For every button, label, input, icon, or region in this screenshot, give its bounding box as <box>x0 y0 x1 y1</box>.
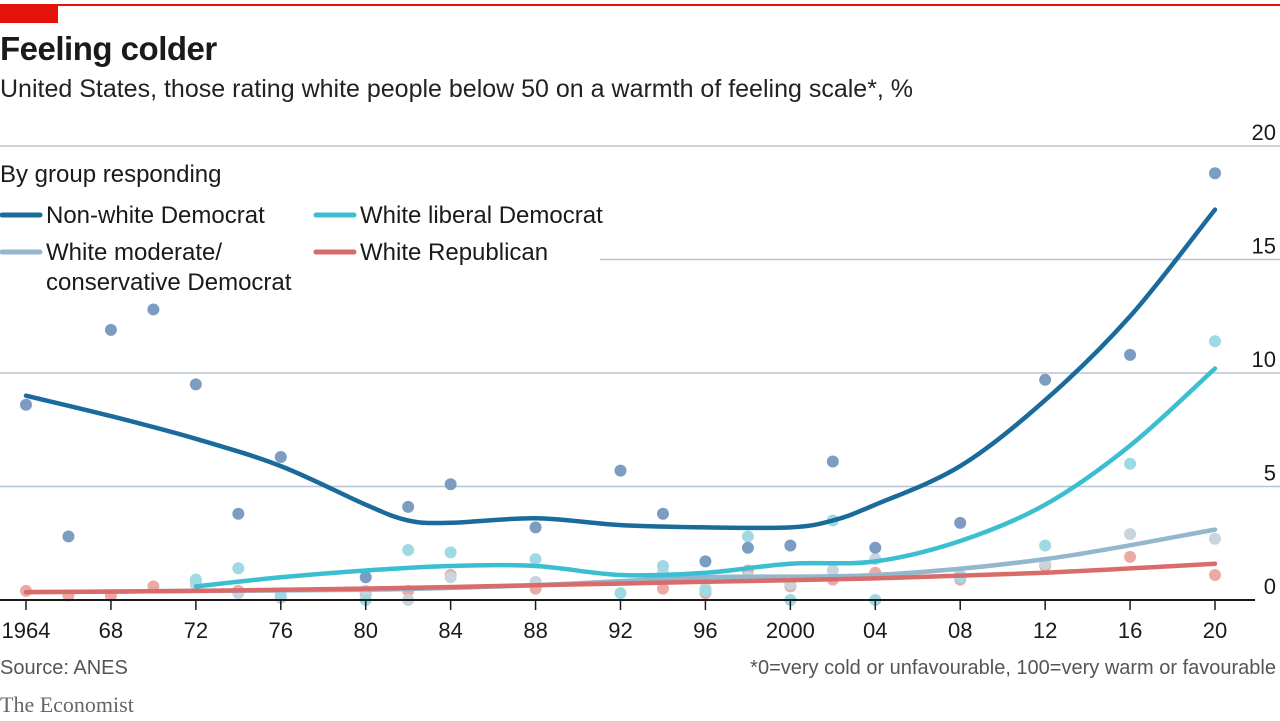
point-0-15 <box>784 539 797 552</box>
trend-line-1 <box>193 366 1218 589</box>
x-tick-label-13: 16 <box>1118 618 1142 643</box>
y-tick-label-15: 15 <box>1252 234 1276 259</box>
point-3-19 <box>1124 550 1137 563</box>
legend-label-2-0: White moderate/ <box>46 239 222 266</box>
x-tick-label-2: 72 <box>184 618 208 643</box>
legend: By group responding Non-white Democrat Whi… <box>0 161 603 296</box>
y-tick-label-0: 0 <box>1264 574 1276 599</box>
chart-subtitle: United States, those rating white people… <box>0 75 914 103</box>
point-0-8 <box>402 500 415 513</box>
x-tick-label-8: 96 <box>693 618 717 643</box>
point-0-7 <box>359 571 372 584</box>
x-tick-label-5: 84 <box>438 618 462 643</box>
x-tick-label-9: 2000 <box>766 618 815 643</box>
top-rule <box>0 4 1280 6</box>
x-tick-label-10: 04 <box>863 618 887 643</box>
point-0-9 <box>444 478 457 491</box>
point-0-13 <box>699 555 712 568</box>
point-1-9 <box>699 584 712 597</box>
point-3-11 <box>656 582 669 595</box>
point-0-4 <box>189 378 202 391</box>
point-1-17 <box>1209 335 1221 348</box>
point-0-10 <box>529 521 542 534</box>
x-tick-label-11: 08 <box>948 618 972 643</box>
x-axis: 1964 68 72 76 80 84 88 92 96 2000 04 08 12 16 20 <box>0 599 1255 643</box>
legend-label-2-1: conservative Democrat <box>46 269 292 296</box>
x-tick-label-1: 68 <box>99 618 123 643</box>
point-0-17 <box>869 541 882 554</box>
point-1-1 <box>232 562 245 575</box>
legend-label-3-0: White Republican <box>360 239 548 266</box>
point-2-16 <box>1209 532 1221 545</box>
x-tick-label-3: 76 <box>269 618 293 643</box>
gridlines <box>0 145 1280 488</box>
point-0-1 <box>62 530 75 543</box>
point-0-20 <box>1124 348 1137 361</box>
point-1-5 <box>444 546 457 559</box>
point-1-6 <box>529 553 542 566</box>
y-axis-ticks: 5 10 15 20 0 <box>1252 120 1276 599</box>
trend-line-0 <box>23 207 1218 531</box>
point-1-15 <box>1039 539 1052 552</box>
point-0-14 <box>741 541 754 554</box>
x-tick-label-0: 1964 <box>2 618 51 643</box>
x-tick-label-4: 80 <box>353 618 377 643</box>
point-3-20 <box>1209 569 1221 582</box>
point-0-16 <box>826 455 839 468</box>
point-0-11 <box>614 464 627 477</box>
point-0-0 <box>20 398 32 411</box>
point-0-21 <box>1209 167 1221 180</box>
point-1-10 <box>741 530 754 543</box>
y-tick-label-20: 20 <box>1252 120 1276 145</box>
x-tick-label-6: 88 <box>523 618 547 643</box>
source-note: Source: ANES <box>0 657 128 679</box>
point-0-19 <box>1039 373 1052 386</box>
trend-lines <box>23 207 1218 595</box>
point-0-3 <box>147 303 160 316</box>
point-1-0 <box>189 573 202 586</box>
x-tick-label-12: 12 <box>1033 618 1057 643</box>
point-1-8 <box>656 559 669 572</box>
y-tick-label-10: 10 <box>1252 347 1276 372</box>
brand-logo: The Economist <box>0 692 134 717</box>
point-0-2 <box>104 323 117 336</box>
point-0-12 <box>656 507 669 520</box>
trend-line-3 <box>23 561 1218 595</box>
legend-title: By group responding <box>0 161 221 188</box>
point-2-15 <box>1124 528 1137 541</box>
point-1-4 <box>402 544 415 557</box>
point-2-11 <box>826 564 839 577</box>
x-tick-label-7: 92 <box>608 618 632 643</box>
brand-tag <box>0 4 58 23</box>
chart-title: Feeling colder <box>0 30 217 67</box>
footnote: *0=very cold or unfavourable, 100=very w… <box>750 657 1276 679</box>
point-1-16 <box>1124 457 1137 470</box>
legend-label-1-0: White liberal Democrat <box>360 202 603 229</box>
legend-label-0-0: Non-white Democrat <box>46 202 265 229</box>
x-tick-label-14: 20 <box>1203 618 1227 643</box>
scatter-points <box>20 167 1221 606</box>
point-0-6 <box>274 450 287 463</box>
point-2-5 <box>444 571 457 584</box>
point-1-7 <box>614 587 627 600</box>
point-0-18 <box>954 516 967 529</box>
y-tick-label-5: 5 <box>1264 461 1276 486</box>
point-0-5 <box>232 507 245 520</box>
